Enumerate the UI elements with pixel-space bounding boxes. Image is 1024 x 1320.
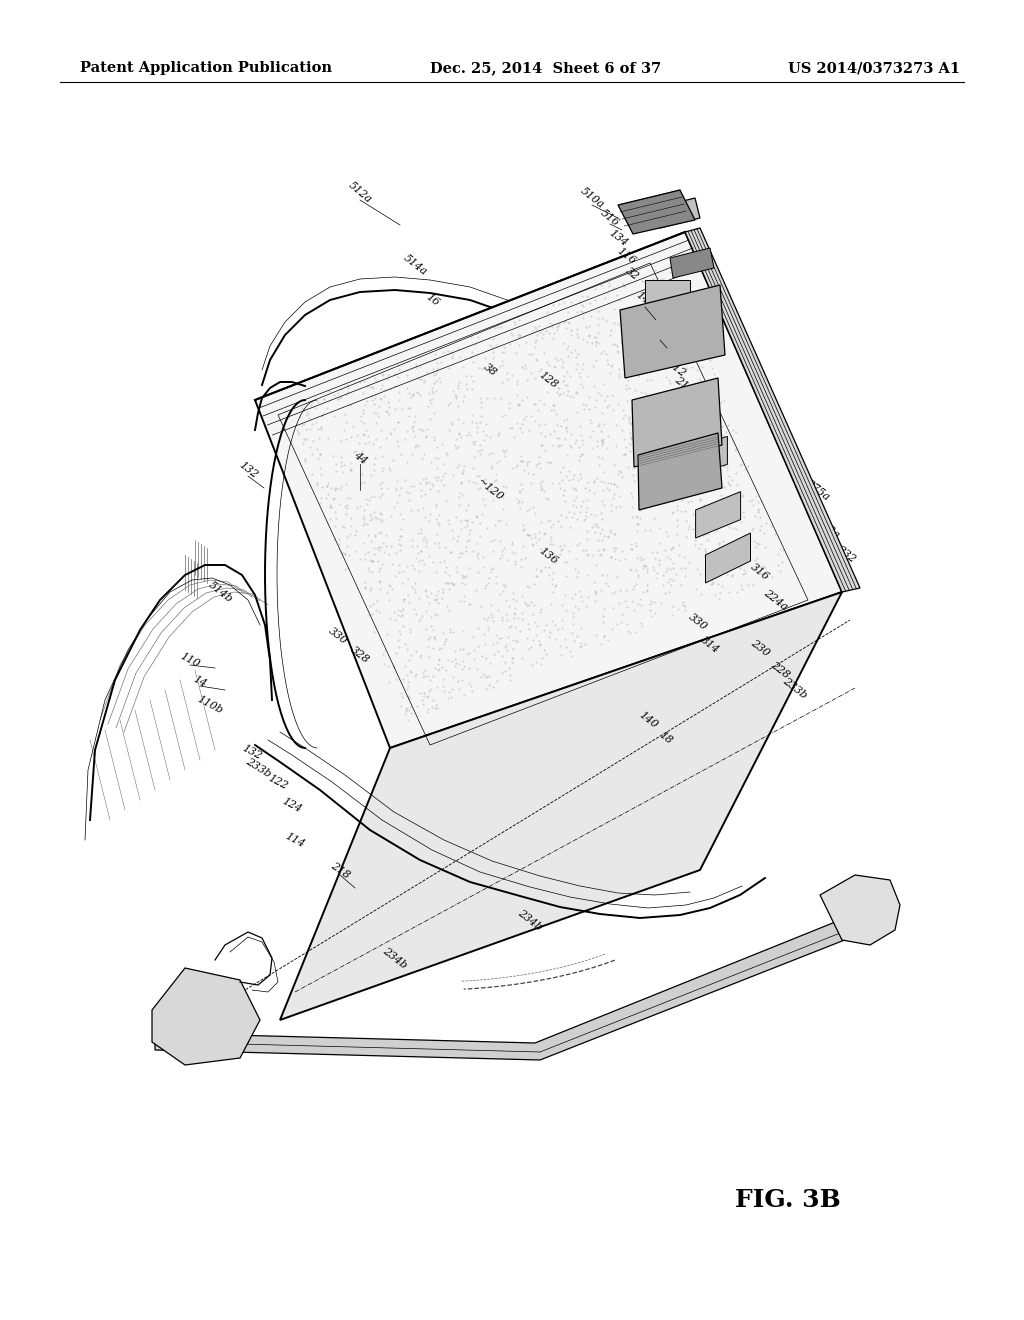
Polygon shape (155, 898, 880, 1060)
Text: Patent Application Publication: Patent Application Publication (80, 61, 332, 75)
Text: 218: 218 (329, 861, 351, 880)
Text: 18: 18 (656, 730, 674, 746)
Text: 114: 114 (284, 830, 306, 849)
Text: 38: 38 (481, 362, 499, 378)
Text: 234: 234 (656, 342, 679, 362)
Text: 328: 328 (349, 644, 372, 665)
Polygon shape (152, 968, 260, 1065)
Polygon shape (280, 591, 842, 1020)
Polygon shape (638, 433, 722, 510)
Text: 131: 131 (649, 325, 671, 346)
Polygon shape (820, 875, 900, 945)
Text: 110: 110 (178, 651, 202, 669)
Text: 132: 132 (237, 459, 259, 480)
Text: 14: 14 (191, 675, 209, 689)
Text: 514a: 514a (401, 252, 429, 277)
Text: 233b: 233b (244, 756, 272, 780)
Text: 228: 228 (769, 660, 792, 680)
Text: 32: 32 (624, 265, 640, 282)
Text: 514b: 514b (206, 579, 233, 605)
Polygon shape (655, 198, 700, 228)
Text: 330: 330 (687, 611, 710, 632)
Text: 232a: 232a (814, 516, 842, 540)
Text: 330: 330 (327, 626, 349, 647)
Text: 144: 144 (634, 289, 656, 310)
Text: 130: 130 (681, 395, 703, 416)
Text: 234b: 234b (516, 908, 544, 932)
Text: 233b: 233b (781, 676, 809, 701)
Text: 16: 16 (424, 292, 440, 308)
Polygon shape (645, 280, 690, 308)
Polygon shape (685, 228, 860, 591)
Text: 136: 136 (537, 545, 559, 566)
Text: 516: 516 (599, 207, 622, 228)
Text: 134: 134 (607, 228, 629, 248)
Text: 510a: 510a (579, 186, 606, 210)
Text: 234b: 234b (381, 945, 409, 970)
Text: 124: 124 (281, 796, 303, 814)
Polygon shape (620, 285, 725, 378)
Text: 122: 122 (266, 772, 290, 791)
Text: 44: 44 (351, 450, 369, 466)
Polygon shape (695, 491, 740, 539)
Text: 275a: 275a (804, 478, 831, 503)
Polygon shape (671, 385, 716, 422)
Text: US 2014/0373273 A1: US 2014/0373273 A1 (787, 61, 961, 75)
Text: 140: 140 (637, 710, 659, 730)
Text: 316: 316 (749, 562, 771, 582)
Text: 132: 132 (241, 743, 263, 762)
Text: Dec. 25, 2014  Sheet 6 of 37: Dec. 25, 2014 Sheet 6 of 37 (430, 61, 662, 75)
Text: 224a: 224a (762, 587, 790, 612)
Polygon shape (255, 232, 842, 748)
Text: 230: 230 (749, 638, 771, 659)
Polygon shape (670, 248, 714, 279)
Text: 212: 212 (665, 358, 687, 379)
Text: 116: 116 (614, 246, 637, 267)
Text: 210: 210 (673, 375, 695, 395)
Polygon shape (632, 378, 722, 467)
Text: 110b: 110b (196, 694, 224, 715)
Polygon shape (657, 330, 702, 363)
Text: 232: 232 (835, 544, 857, 564)
Polygon shape (682, 437, 727, 478)
Text: FIG. 3B: FIG. 3B (735, 1188, 841, 1212)
Polygon shape (706, 533, 751, 583)
Text: 314: 314 (698, 635, 721, 655)
Text: 512a: 512a (346, 180, 374, 205)
Text: 128: 128 (537, 370, 559, 391)
Polygon shape (618, 190, 695, 234)
Text: ~120: ~120 (475, 477, 505, 503)
